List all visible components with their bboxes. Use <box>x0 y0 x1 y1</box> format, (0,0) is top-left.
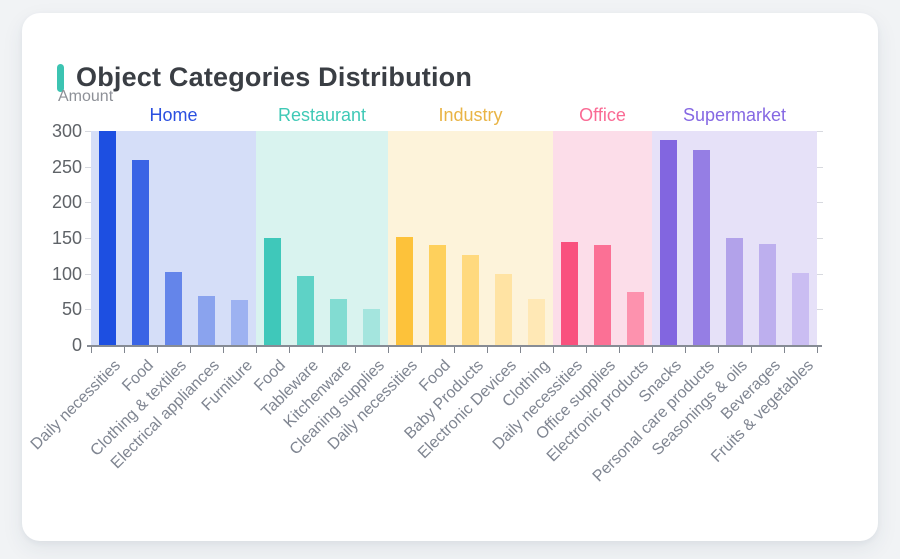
x-axis-tick <box>487 347 488 353</box>
bar <box>165 271 182 345</box>
chart-title: Object Categories Distribution <box>76 62 473 92</box>
bar <box>330 298 347 345</box>
bar <box>759 243 776 345</box>
x-axis-tick <box>322 347 323 353</box>
x-axis-tick <box>652 347 653 353</box>
x-axis-tick <box>520 347 521 353</box>
x-axis-tick <box>751 347 752 353</box>
group-label: Industry <box>438 105 503 125</box>
y-tick-label: 0 <box>71 335 82 355</box>
x-axis-tick <box>685 347 686 353</box>
title-accent-bar <box>57 63 64 92</box>
bar <box>99 131 116 345</box>
y-tick-label: 250 <box>51 156 82 177</box>
y-axis-tick-left <box>85 202 91 204</box>
y-axis-tick-right <box>817 238 823 239</box>
x-axis-tick <box>190 347 191 353</box>
bar <box>396 236 413 345</box>
x-axis-tick <box>289 347 290 353</box>
title-row: Object Categories Distribution <box>57 62 472 93</box>
y-tick-label: 300 <box>51 121 82 141</box>
x-axis-line <box>87 345 822 347</box>
y-axis-tick-right <box>817 273 823 275</box>
bar <box>528 299 545 345</box>
bar <box>363 308 380 345</box>
x-axis-tick <box>157 347 158 353</box>
y-tick-label: 50 <box>61 299 82 320</box>
bar <box>297 275 314 345</box>
group-label: Office <box>579 105 626 125</box>
x-axis-tick <box>454 347 455 353</box>
bar <box>429 245 446 345</box>
x-axis-tick <box>553 347 554 353</box>
x-axis-tick <box>421 347 422 353</box>
bar <box>495 273 512 345</box>
y-axis-tick-right <box>817 202 823 204</box>
group-label: Supermarket <box>682 105 787 125</box>
x-axis-tick <box>223 347 224 353</box>
y-axis-tick-left <box>85 273 91 275</box>
y-axis-tick-right <box>817 166 823 168</box>
x-axis-tick <box>388 347 389 353</box>
x-axis-tick <box>784 347 785 353</box>
bar <box>264 238 281 345</box>
x-axis-tick <box>355 347 356 353</box>
bar <box>792 272 809 345</box>
group-label: Home <box>149 105 198 125</box>
x-axis-tick <box>619 347 620 353</box>
bar <box>132 160 149 345</box>
bar <box>594 245 611 345</box>
bar <box>660 140 677 345</box>
bar <box>627 291 644 345</box>
y-axis-tick-left <box>85 131 91 132</box>
x-axis-tick <box>586 347 587 353</box>
y-axis-tick-left <box>85 238 91 239</box>
bar <box>726 238 743 345</box>
bar <box>561 242 578 345</box>
bar <box>462 255 479 345</box>
group-label: Restaurant <box>277 105 367 125</box>
y-axis-title: Amount <box>58 88 114 105</box>
x-axis-tick <box>256 347 257 353</box>
y-axis-tick-left <box>85 166 91 168</box>
x-axis-tick <box>91 347 92 353</box>
y-axis-tick-right <box>817 309 823 311</box>
x-axis-tick <box>718 347 719 353</box>
bar <box>231 300 248 345</box>
y-tick-label: 200 <box>51 192 82 213</box>
y-tick-label: 100 <box>51 263 82 284</box>
bar <box>693 149 710 345</box>
y-tick-label: 150 <box>51 228 82 248</box>
x-axis-tick <box>817 347 818 353</box>
bar <box>198 295 215 345</box>
y-axis-tick-right <box>817 131 823 132</box>
y-axis-tick-left <box>85 309 91 311</box>
x-axis-tick <box>124 347 125 353</box>
